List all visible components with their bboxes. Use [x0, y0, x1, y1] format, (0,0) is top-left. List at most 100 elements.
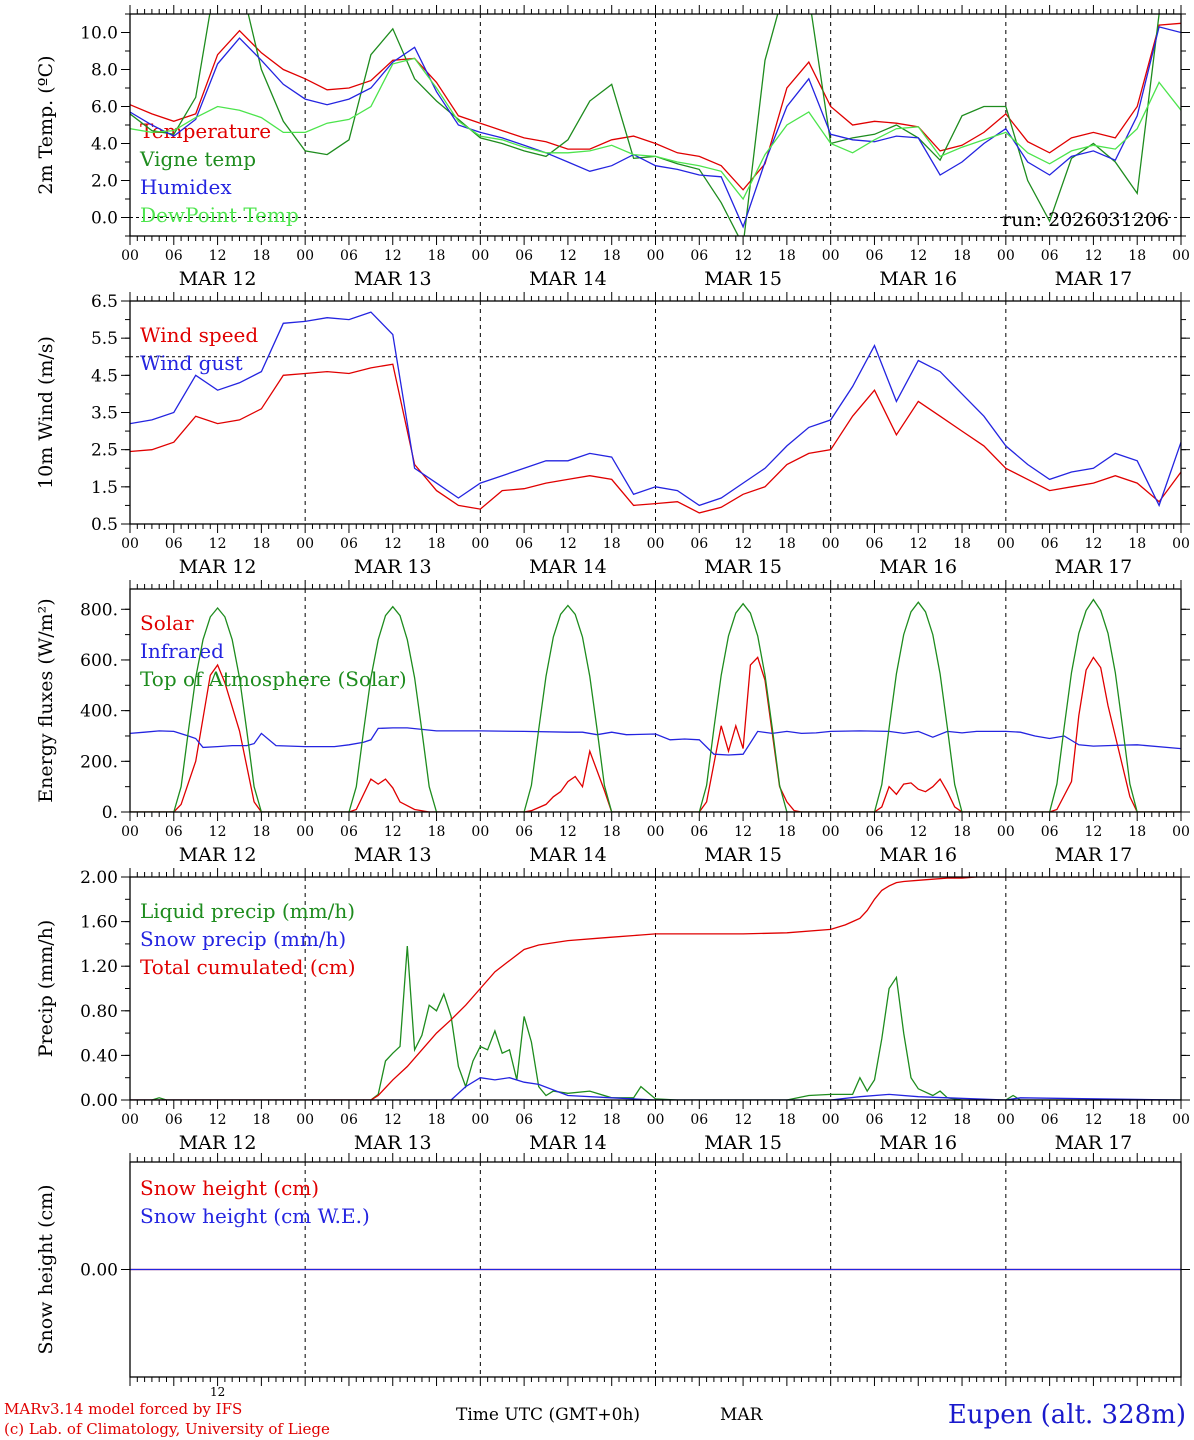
x-tick-label: 00: [121, 824, 139, 840]
x-tick-label: 12: [384, 248, 402, 264]
x-tick-label: 00: [296, 248, 314, 264]
x-tick-label: 12: [1085, 824, 1103, 840]
x-tick-label: 06: [690, 248, 708, 264]
x-tick-label: 12: [209, 536, 227, 552]
legend-entry: Infrared: [140, 639, 224, 663]
chart-panel-2: Wind speed Wind gust 0.5 1.5 2.5 3.5 4.5 5.5 6.5…: [35, 292, 1190, 578]
legend-entry: Total cumulated (cm): [140, 955, 356, 979]
footer-station-name: Eupen (alt. 328m): [947, 1400, 1186, 1430]
y-tick-label: 2.0: [91, 172, 118, 192]
x-tick-label: 18: [428, 824, 446, 840]
x-tick-label: 06: [690, 1112, 708, 1128]
x-tick-label: 18: [778, 1112, 796, 1128]
legend-entry: Wind speed: [140, 323, 258, 347]
footer-day-tick: 12: [210, 1385, 226, 1399]
x-tick-label: 06: [165, 536, 183, 552]
y-tick-label: 4.0: [91, 135, 118, 155]
x-tick-label: 12: [734, 536, 752, 552]
x-day-label: MAR 15: [704, 1132, 782, 1154]
x-tick-label: 00: [296, 536, 314, 552]
chart-panel-5: Snow height (cm) Snow height (cm W.E.) 0.0…: [35, 1153, 1190, 1386]
x-tick-label: 18: [953, 248, 971, 264]
x-tick-label: 18: [1128, 1112, 1146, 1128]
x-tick-label: 06: [165, 248, 183, 264]
x-day-label: MAR 12: [179, 268, 257, 290]
x-day-label: MAR 14: [529, 556, 607, 578]
y-tick-label: 0.: [102, 803, 118, 823]
x-tick-label: 06: [866, 248, 884, 264]
x-tick-label: 06: [1041, 248, 1059, 264]
x-tick-label: 18: [252, 1112, 270, 1128]
x-day-label: MAR 12: [179, 1132, 257, 1154]
legend-entry: Snow height (cm W.E.): [140, 1204, 370, 1228]
series-line-infrared: [130, 727, 1181, 756]
y-axis-label: Energy fluxes (W/m²): [35, 598, 57, 802]
x-tick-label: 12: [209, 1112, 227, 1128]
x-tick-label: 00: [647, 1112, 665, 1128]
y-tick-label: 0.80: [80, 1002, 118, 1022]
y-tick-label: 4.5: [91, 366, 118, 386]
x-tick-label: 00: [121, 536, 139, 552]
legend-entry: Snow precip (mm/h): [140, 927, 346, 951]
x-tick-label: 00: [822, 248, 840, 264]
x-tick-label: 18: [953, 536, 971, 552]
x-tick-label: 06: [340, 248, 358, 264]
x-tick-label: 00: [822, 1112, 840, 1128]
x-tick-label: 18: [603, 248, 621, 264]
x-tick-label: 12: [209, 248, 227, 264]
x-tick-label: 00: [647, 824, 665, 840]
y-tick-label: 600.: [80, 651, 118, 671]
x-tick-label: 12: [1085, 536, 1103, 552]
y-tick-label: 1.60: [80, 913, 118, 933]
chart-panel-3: Solar Infrared Top of Atmosphere (Solar) 0.…: [35, 580, 1190, 866]
legend-entry: Humidex: [140, 175, 232, 199]
y-tick-label: 0.0: [91, 209, 118, 229]
x-day-label: MAR 15: [704, 268, 782, 290]
run-annotation: run: 2026031206: [1002, 209, 1169, 231]
x-day-label: MAR 14: [529, 844, 607, 866]
x-tick-label: 12: [909, 1112, 927, 1128]
x-tick-label: 00: [997, 824, 1015, 840]
x-day-label: MAR 13: [354, 844, 432, 866]
y-tick-label: 6.0: [91, 98, 118, 118]
y-axis-label: Precip (mm/h): [35, 920, 57, 1058]
y-axis-label: 10m Wind (m/s): [35, 336, 57, 489]
x-day-label: MAR 13: [354, 268, 432, 290]
series-line-dewpoint-temp: [130, 57, 1181, 201]
x-tick-label: 00: [296, 824, 314, 840]
y-tick-label: 6.5: [91, 292, 118, 312]
x-tick-label: 06: [690, 824, 708, 840]
x-tick-label: 06: [1041, 824, 1059, 840]
x-day-label: MAR 17: [1055, 556, 1133, 578]
x-tick-label: 12: [734, 824, 752, 840]
x-tick-label: 18: [428, 536, 446, 552]
x-tick-label: 12: [559, 824, 577, 840]
x-tick-label: 18: [778, 824, 796, 840]
x-tick-label: 06: [1041, 536, 1059, 552]
y-tick-label: 800.: [80, 600, 118, 620]
legend-entry: Vigne temp: [139, 147, 256, 171]
x-day-label: MAR 17: [1055, 268, 1133, 290]
x-tick-label: 18: [428, 248, 446, 264]
y-tick-label: 400.: [80, 702, 118, 722]
x-tick-label: 12: [384, 536, 402, 552]
series-line-snow-precip-mm-h-: [130, 1077, 1181, 1100]
x-tick-label: 06: [165, 824, 183, 840]
x-tick-label: 06: [690, 536, 708, 552]
x-tick-label: 12: [1085, 248, 1103, 264]
x-day-label: MAR 16: [879, 268, 957, 290]
y-tick-label: 2.5: [91, 441, 118, 461]
x-tick-label: 06: [866, 824, 884, 840]
x-tick-label: 18: [428, 1112, 446, 1128]
y-axis-label: 2m Temp. (ºC): [35, 55, 57, 194]
x-tick-label: 18: [778, 248, 796, 264]
x-tick-label: 18: [1128, 248, 1146, 264]
x-day-label: MAR 15: [704, 844, 782, 866]
series-line-total-cumulated-cm-: [130, 877, 1181, 1100]
x-tick-label: 06: [515, 824, 533, 840]
y-tick-label: 0.00: [80, 1091, 118, 1111]
x-tick-label: 00: [121, 1112, 139, 1128]
x-tick-label: 18: [603, 536, 621, 552]
x-tick-label: 00: [471, 824, 489, 840]
x-tick-label: 12: [384, 824, 402, 840]
